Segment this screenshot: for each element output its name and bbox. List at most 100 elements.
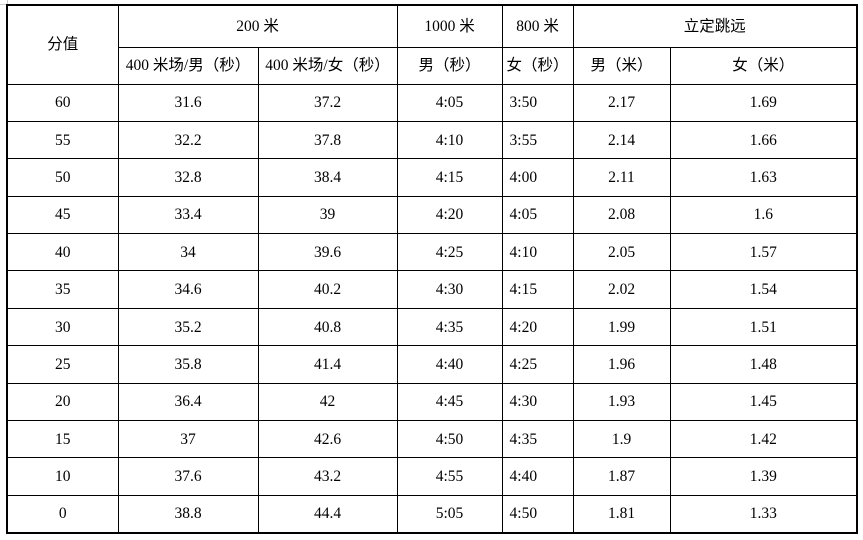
cell-400m-male: 34.6 xyxy=(117,270,259,309)
cell-jump-male: 2.02 xyxy=(572,270,671,309)
table-row: 10 37.6 43.2 4:55 4:40 1.87 1.39 xyxy=(6,457,858,496)
cell-400m-male: 35.2 xyxy=(117,307,259,347)
cell-jump-male: 2.11 xyxy=(572,158,671,197)
cell-jump-male: 2.05 xyxy=(572,233,671,272)
header-1000m-male-seconds: 男（秒） xyxy=(396,46,503,85)
cell-jump-male: 1.99 xyxy=(572,307,671,347)
cell-400m-female: 43.2 xyxy=(257,457,398,496)
cell-1000m-male: 4:55 xyxy=(396,457,503,496)
cell-400m-female: 44.4 xyxy=(257,494,398,534)
cell-800m-female: 4:20 xyxy=(501,307,574,347)
cell-400m-male: 36.4 xyxy=(117,382,259,422)
scoring-standards-table: 分值 200 米 1000 米 800 米 立定跳远 400 米场/男（秒） 4… xyxy=(6,4,859,534)
cell-400m-female: 40.2 xyxy=(257,270,398,309)
header-score: 分值 xyxy=(6,4,119,85)
cell-400m-female: 40.8 xyxy=(257,307,398,347)
cell-800m-female: 3:50 xyxy=(501,83,574,122)
cell-1000m-male: 5:05 xyxy=(396,494,503,534)
score-cell: 15 xyxy=(6,420,119,459)
header-row-subcolumns: 400 米场/男（秒） 400 米场/女（秒） 男（秒） 女（秒） 男（米） 女… xyxy=(7,46,858,85)
cell-jump-male: 2.14 xyxy=(572,120,671,160)
cell-jump-male: 1.87 xyxy=(572,457,671,496)
table-row: 15 37 42.6 4:50 4:35 1.9 1.42 xyxy=(6,420,858,459)
cell-400m-female: 37.8 xyxy=(257,120,398,160)
cell-1000m-male: 4:15 xyxy=(396,158,503,197)
table-row: 20 36.4 42 4:45 4:30 1.93 1.45 xyxy=(6,382,858,422)
score-cell: 50 xyxy=(6,158,119,197)
cell-400m-male: 32.2 xyxy=(117,120,259,160)
score-cell: 10 xyxy=(6,457,119,496)
score-cell: 40 xyxy=(6,233,119,272)
cell-jump-female: 1.57 xyxy=(669,233,858,272)
cell-jump-female: 1.54 xyxy=(669,270,858,309)
cell-800m-female: 4:50 xyxy=(501,494,574,534)
cell-400m-male: 35.8 xyxy=(117,345,259,384)
cell-400m-female: 42.6 xyxy=(257,420,398,459)
page-corner-mark-horizontal xyxy=(0,4,8,5)
cell-jump-female: 1.51 xyxy=(669,307,858,347)
cell-1000m-male: 4:10 xyxy=(396,120,503,160)
header-group-standing-long-jump: 立定跳远 xyxy=(572,4,858,48)
header-jump-male-meters: 男（米） xyxy=(572,46,671,85)
cell-jump-male: 1.81 xyxy=(572,494,671,534)
cell-400m-female: 37.2 xyxy=(257,83,398,122)
score-cell: 0 xyxy=(6,494,119,534)
table-row: 55 32.2 37.8 4:10 3:55 2.14 1.66 xyxy=(6,120,858,160)
cell-800m-female: 4:35 xyxy=(501,420,574,459)
header-group-200m: 200 米 xyxy=(117,4,398,48)
header-800m-female-seconds: 女（秒） xyxy=(501,46,574,85)
cell-800m-female: 4:10 xyxy=(501,233,574,272)
cell-800m-female: 4:05 xyxy=(501,195,574,235)
header-group-1000m: 1000 米 xyxy=(396,4,503,48)
header-400m-male-seconds: 400 米场/男（秒） xyxy=(117,46,259,85)
header-group-800m: 800 米 xyxy=(501,4,574,48)
cell-400m-female: 41.4 xyxy=(257,345,398,384)
table-row: 45 33.4 39 4:20 4:05 2.08 1.6 xyxy=(6,195,858,235)
score-cell: 45 xyxy=(6,195,119,235)
table-row: 60 31.6 37.2 4:05 3:50 2.17 1.69 xyxy=(6,83,858,122)
cell-400m-male: 31.6 xyxy=(117,83,259,122)
cell-1000m-male: 4:35 xyxy=(396,307,503,347)
table-row: 0 38.8 44.4 5:05 4:50 1.81 1.33 xyxy=(6,494,858,534)
score-cell: 25 xyxy=(6,345,119,384)
cell-1000m-male: 4:40 xyxy=(396,345,503,384)
cell-1000m-male: 4:50 xyxy=(396,420,503,459)
cell-400m-male: 37.6 xyxy=(117,457,259,496)
header-jump-female-meters: 女（米） xyxy=(669,46,858,85)
cell-jump-female: 1.33 xyxy=(669,494,858,534)
document-page: 分值 200 米 1000 米 800 米 立定跳远 400 米场/男（秒） 4… xyxy=(6,4,859,534)
cell-jump-female: 1.63 xyxy=(669,158,858,197)
cell-800m-female: 3:55 xyxy=(501,120,574,160)
cell-400m-female: 39.6 xyxy=(257,233,398,272)
score-cell: 30 xyxy=(6,307,119,347)
table-row: 30 35.2 40.8 4:35 4:20 1.99 1.51 xyxy=(6,307,858,347)
cell-jump-female: 1.42 xyxy=(669,420,858,459)
cell-jump-female: 1.45 xyxy=(669,382,858,422)
cell-jump-female: 1.48 xyxy=(669,345,858,384)
header-row-groups: 分值 200 米 1000 米 800 米 立定跳远 xyxy=(6,4,858,85)
cell-1000m-male: 4:20 xyxy=(396,195,503,235)
table-header: 分值 200 米 1000 米 800 米 立定跳远 400 米场/男（秒） 4… xyxy=(6,4,858,85)
score-cell: 35 xyxy=(6,270,119,309)
score-cell: 60 xyxy=(6,83,119,122)
cell-800m-female: 4:40 xyxy=(501,457,574,496)
cell-1000m-male: 4:45 xyxy=(396,382,503,422)
cell-800m-female: 4:15 xyxy=(501,270,574,309)
cell-400m-female: 42 xyxy=(257,382,398,422)
cell-jump-female: 1.69 xyxy=(669,83,858,122)
cell-jump-female: 1.39 xyxy=(669,457,858,496)
cell-400m-male: 37 xyxy=(117,420,259,459)
cell-1000m-male: 4:05 xyxy=(396,83,503,122)
cell-400m-male: 32.8 xyxy=(117,158,259,197)
cell-800m-female: 4:30 xyxy=(501,382,574,422)
header-400m-female-seconds: 400 米场/女（秒） xyxy=(257,46,398,85)
cell-800m-female: 4:00 xyxy=(501,158,574,197)
table-row: 35 34.6 40.2 4:30 4:15 2.02 1.54 xyxy=(6,270,858,309)
cell-jump-female: 1.6 xyxy=(669,195,858,235)
cell-1000m-male: 4:30 xyxy=(396,270,503,309)
table-row: 50 32.8 38.4 4:15 4:00 2.11 1.63 xyxy=(6,158,858,197)
cell-400m-male: 33.4 xyxy=(117,195,259,235)
cell-jump-male: 2.08 xyxy=(572,195,671,235)
cell-jump-male: 1.96 xyxy=(572,345,671,384)
cell-1000m-male: 4:25 xyxy=(396,233,503,272)
